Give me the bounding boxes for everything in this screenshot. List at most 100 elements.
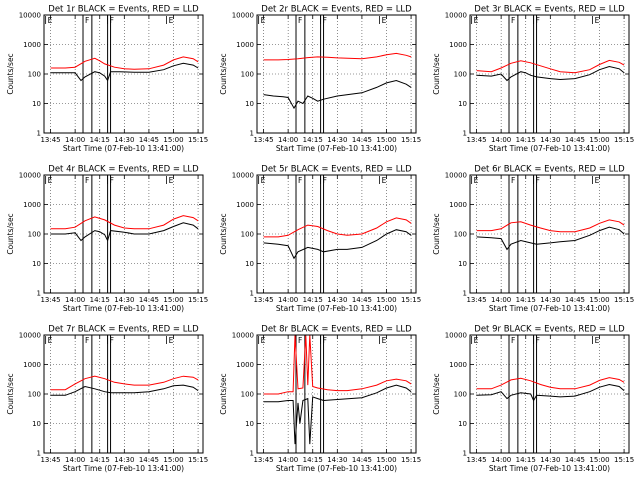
- time-marker-label: E: [169, 176, 174, 185]
- y-tick-label: 10: [32, 420, 41, 428]
- panel-title: Det 6r BLACK = Events, RED = LLD: [474, 165, 625, 175]
- time-marker-label: E: [48, 176, 53, 185]
- x-tick-label: 15:00: [376, 296, 396, 304]
- x-tick-label: 14:00: [491, 296, 511, 304]
- series-events-line: [263, 79, 412, 110]
- time-marker-label: F: [536, 176, 540, 185]
- x-tick-label: 13:45: [466, 136, 486, 144]
- y-tick-label: 10000: [19, 332, 41, 340]
- time-marker-label: E: [261, 16, 266, 25]
- x-tick-label: 14:15: [90, 136, 110, 144]
- y-tick-label: 100: [241, 71, 254, 79]
- time-marker-label: E: [474, 16, 479, 25]
- x-tick-label: 14:30: [114, 456, 134, 464]
- y-tick-label: 100: [28, 391, 41, 399]
- y-tick-label: 1: [463, 290, 467, 298]
- x-tick-label: 14:30: [114, 296, 134, 304]
- x-tick-label: 14:00: [65, 296, 85, 304]
- y-tick-label: 10000: [445, 172, 467, 180]
- y-tick-label: 1000: [23, 201, 41, 209]
- time-marker-label: F: [323, 336, 327, 345]
- x-tick-label: 14:45: [352, 456, 372, 464]
- y-tick-label: 100: [454, 71, 467, 79]
- x-tick-label: 13:45: [40, 456, 60, 464]
- x-axis-label: Start Time (07-Feb-10 13:41:00): [63, 304, 184, 313]
- y-tick-label: 10000: [19, 172, 41, 180]
- x-tick-label: 13:45: [40, 136, 60, 144]
- y-tick-label: 100: [241, 391, 254, 399]
- x-tick-label: 14:00: [65, 456, 85, 464]
- y-axis-label: Counts/sec: [6, 53, 15, 94]
- series-events-line: [263, 384, 412, 445]
- x-axis-label: Start Time (07-Feb-10 13:41:00): [489, 464, 610, 473]
- x-tick-label: 14:15: [303, 296, 323, 304]
- x-axis-label: Start Time (07-Feb-10 13:41:00): [489, 304, 610, 313]
- x-tick-label: 15:00: [376, 136, 396, 144]
- y-tick-label: 10: [245, 100, 254, 108]
- x-tick-label: 14:45: [139, 136, 159, 144]
- x-axis-label: Start Time (07-Feb-10 13:41:00): [63, 144, 184, 153]
- x-tick-label: 13:45: [40, 296, 60, 304]
- x-tick-label: 14:45: [352, 136, 372, 144]
- y-tick-label: 10: [458, 260, 467, 268]
- y-axis-label: Counts/sec: [219, 213, 228, 254]
- x-tick-label: 14:00: [278, 296, 298, 304]
- time-marker-label: F: [536, 336, 540, 345]
- y-tick-label: 100: [28, 231, 41, 239]
- time-marker-label: F: [298, 16, 302, 25]
- y-tick-label: 100: [454, 391, 467, 399]
- panel-title: Det 1r BLACK = Events, RED = LLD: [48, 5, 199, 15]
- x-tick-label: 14:45: [139, 296, 159, 304]
- series-lld-line: [263, 52, 412, 61]
- x-axis-label: Start Time (07-Feb-10 13:41:00): [276, 144, 397, 153]
- series-lld-line: [50, 56, 199, 70]
- y-tick-label: 1000: [23, 361, 41, 369]
- y-tick-label: 1: [250, 450, 254, 458]
- x-tick-label: 15:00: [163, 136, 183, 144]
- y-tick-label: 10: [32, 260, 41, 268]
- x-tick-label: 14:15: [516, 136, 536, 144]
- x-tick-label: 14:00: [65, 136, 85, 144]
- x-axis-label: Start Time (07-Feb-10 13:41:00): [276, 304, 397, 313]
- series-lld-line: [476, 377, 625, 390]
- x-tick-label: 13:45: [253, 456, 273, 464]
- x-tick-label: 15:00: [163, 456, 183, 464]
- x-tick-label: 13:45: [253, 296, 273, 304]
- y-axis-label: Counts/sec: [6, 213, 15, 254]
- series-events-line: [50, 222, 199, 242]
- time-marker-label: E: [261, 176, 266, 185]
- time-marker-label: F: [511, 336, 515, 345]
- series-events-line: [476, 65, 625, 82]
- x-tick-label: 15:15: [401, 136, 421, 144]
- y-tick-label: 10: [245, 260, 254, 268]
- time-marker-label: E: [382, 16, 387, 25]
- x-tick-label: 14:30: [540, 456, 560, 464]
- y-tick-label: 1: [463, 450, 467, 458]
- x-tick-label: 15:15: [614, 136, 634, 144]
- x-tick-label: 14:45: [139, 456, 159, 464]
- x-tick-label: 14:30: [540, 136, 560, 144]
- panel-title: Det 8r BLACK = Events, RED = LLD: [261, 325, 412, 335]
- time-marker-label: F: [110, 16, 114, 25]
- y-tick-label: 10000: [232, 12, 254, 20]
- x-tick-label: 14:30: [540, 296, 560, 304]
- panel-title: Det 9r BLACK = Events, RED = LLD: [474, 325, 625, 335]
- y-tick-label: 1000: [23, 41, 41, 49]
- y-tick-label: 10000: [232, 332, 254, 340]
- y-tick-label: 10: [458, 420, 467, 428]
- x-tick-label: 15:00: [376, 456, 396, 464]
- y-tick-label: 10000: [19, 12, 41, 20]
- x-tick-label: 14:15: [90, 456, 110, 464]
- x-tick-label: 14:45: [565, 136, 585, 144]
- y-tick-label: 1000: [236, 201, 254, 209]
- x-tick-label: 15:15: [401, 456, 421, 464]
- x-tick-label: 14:00: [491, 456, 511, 464]
- y-tick-label: 10000: [445, 332, 467, 340]
- time-marker-label: E: [595, 16, 600, 25]
- time-marker-label: F: [110, 336, 114, 345]
